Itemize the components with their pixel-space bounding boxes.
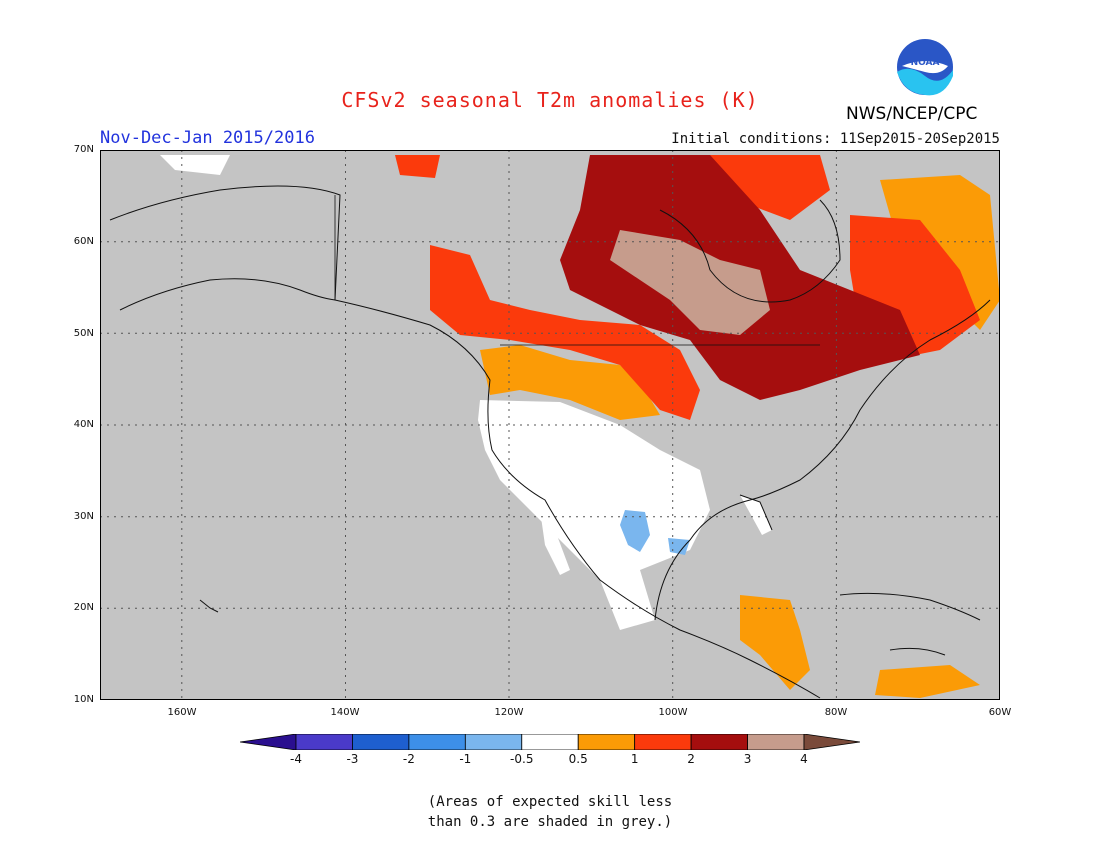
colorbar-label: -4 bbox=[290, 752, 302, 766]
colorbar-label: 3 bbox=[743, 752, 752, 766]
warm-red-west-canada bbox=[430, 245, 700, 420]
near-normal-baja bbox=[540, 510, 570, 575]
warm-orange-central-america bbox=[740, 595, 810, 690]
lat-label-50n: 50N bbox=[73, 328, 94, 339]
cool-anomaly-region bbox=[620, 510, 650, 552]
colorbar-label: -1 bbox=[459, 752, 472, 766]
coastlines bbox=[109, 185, 991, 699]
chart-title: CFSv2 seasonal T2m anomalies (K) bbox=[341, 88, 759, 112]
skill-note: (Areas of expected skill less than 0.3 a… bbox=[0, 792, 1100, 832]
gridlines bbox=[100, 150, 1000, 700]
colorbar-segment bbox=[577, 734, 636, 750]
colorbar-segment bbox=[295, 734, 353, 750]
skill-note-line-2: than 0.3 are shaded in grey.) bbox=[427, 814, 673, 830]
initial-conditions: Initial conditions: 11Sep2015-20Sep2015 bbox=[671, 131, 1000, 147]
colorbar-label: 4 bbox=[800, 752, 808, 766]
lon-label-80w: 80W bbox=[824, 707, 848, 718]
colorbar bbox=[240, 734, 860, 750]
colorbar-segment bbox=[408, 734, 466, 750]
lon-label-160w: 160W bbox=[167, 707, 197, 718]
warm-orange-caribbean bbox=[875, 665, 980, 698]
warm-orange-west bbox=[480, 345, 660, 420]
near-normal-florida bbox=[740, 495, 772, 535]
colorbar-segment bbox=[240, 734, 297, 750]
colorbar-label: 2 bbox=[687, 752, 695, 766]
anomaly-map bbox=[100, 150, 1000, 700]
lat-label-30n: 30N bbox=[73, 511, 94, 522]
warm-red-north bbox=[700, 155, 830, 220]
lat-label-60n: 60N bbox=[73, 236, 94, 247]
warm-red-arctic bbox=[395, 155, 440, 178]
near-normal-region bbox=[478, 400, 710, 630]
lat-label-40n: 40N bbox=[73, 419, 94, 430]
lon-label-100w: 100W bbox=[658, 707, 688, 718]
colorbar-label: -3 bbox=[346, 752, 359, 766]
colorbar-segment bbox=[464, 734, 523, 750]
agency-label: NWS/NCEP/CPC bbox=[846, 104, 978, 124]
skill-note-line-1: (Areas of expected skill less bbox=[427, 794, 673, 810]
colorbar-segment bbox=[521, 734, 579, 750]
lat-label-20n: 20N bbox=[73, 602, 94, 613]
colorbar-segment bbox=[352, 734, 410, 750]
noaa-logo-icon: NOAA bbox=[894, 36, 956, 98]
colorbar-segment bbox=[747, 734, 805, 750]
colorbar-segment bbox=[690, 734, 748, 750]
colorbar-label: -0.5 bbox=[510, 752, 534, 766]
warm-brown-region bbox=[610, 230, 770, 335]
lon-label-140w: 140W bbox=[330, 707, 360, 718]
colorbar-segment bbox=[803, 734, 860, 750]
lat-label-10n: 10N bbox=[73, 694, 94, 705]
lon-label-120w: 120W bbox=[494, 707, 524, 718]
lon-label-60w: 60W bbox=[988, 707, 1012, 718]
colorbar-segment bbox=[634, 734, 692, 750]
cool-anomaly-texas bbox=[668, 538, 690, 555]
logo-text: NOAA bbox=[911, 58, 940, 68]
forecast-period: Nov-Dec-Jan 2015/2016 bbox=[100, 128, 315, 148]
anomaly-shading bbox=[160, 155, 1000, 698]
lat-label-70n: 70N bbox=[73, 144, 94, 155]
near-normal-arctic bbox=[160, 155, 230, 175]
colorbar-label: 1 bbox=[630, 752, 639, 766]
colorbar-label: 0.5 bbox=[568, 752, 588, 766]
colorbar-label: -2 bbox=[402, 752, 415, 766]
